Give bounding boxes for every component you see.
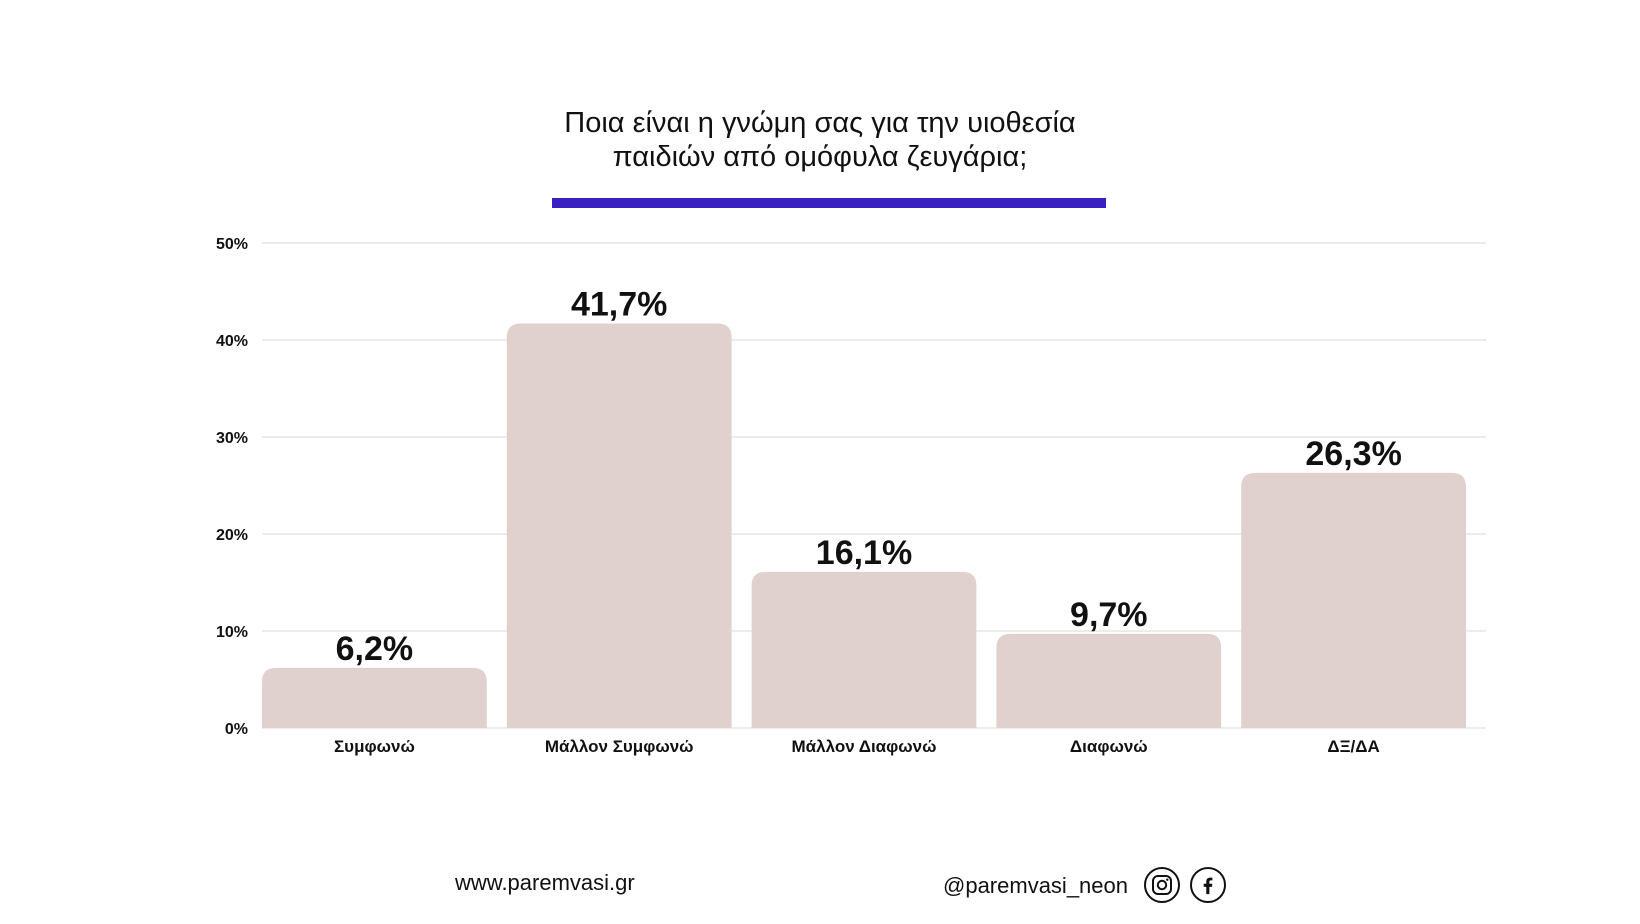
y-tick-label: 0% (225, 721, 248, 738)
bar (751, 571, 977, 728)
x-axis-tick-labels: Συμφωνώ Μάλλον Συμφωνώ Μάλλον Διαφωνώ Διαφω… (334, 737, 1380, 756)
y-tick-label: 10% (216, 624, 248, 641)
bar (262, 667, 487, 728)
bar (996, 633, 1222, 728)
x-tick-label: Μάλλον Συμφωνώ (545, 737, 694, 756)
title-underline (552, 198, 1106, 208)
bars (262, 323, 1466, 728)
y-tick-label: 20% (216, 527, 248, 544)
instagram-icon[interactable] (1144, 867, 1180, 903)
value-label: 26,3% (1305, 435, 1401, 473)
y-tick-label: 30% (216, 430, 248, 447)
value-label: 6,2% (336, 630, 414, 668)
y-axis-tick-labels: 0% 10% 20% 30% 40% 50% (216, 236, 248, 738)
chart-title-line-1: Ποια είναι η γνώμη σας για την υιοθεσία (564, 107, 1076, 139)
bar (506, 323, 732, 728)
value-label: 41,7% (571, 286, 667, 324)
social-handle[interactable]: @paremvasi_neon (943, 873, 1128, 898)
facebook-icon[interactable] (1190, 867, 1226, 903)
chart-title-line-2: παιδιών από ομόφυλα ζευγάρια; (612, 141, 1028, 173)
y-tick-label: 40% (216, 333, 248, 350)
value-label: 16,1% (816, 534, 912, 572)
y-tick-label: 50% (216, 236, 248, 253)
chart-title: Ποια είναι η γνώμη σας για την υιοθεσία … (420, 106, 1220, 174)
x-tick-label: Διαφωνώ (1070, 737, 1148, 756)
bar (1241, 472, 1466, 728)
x-tick-label: Συμφωνώ (334, 737, 415, 756)
value-labels: 6,2% 41,7% 16,1% 9,7% 26,3% (336, 286, 1402, 668)
x-tick-label: Μάλλον Διαφωνώ (792, 737, 937, 756)
x-tick-label: ΔΞ/ΔΑ (1327, 737, 1379, 756)
website-link[interactable]: www.paremvasi.gr (455, 870, 635, 895)
value-label: 9,7% (1070, 596, 1148, 634)
